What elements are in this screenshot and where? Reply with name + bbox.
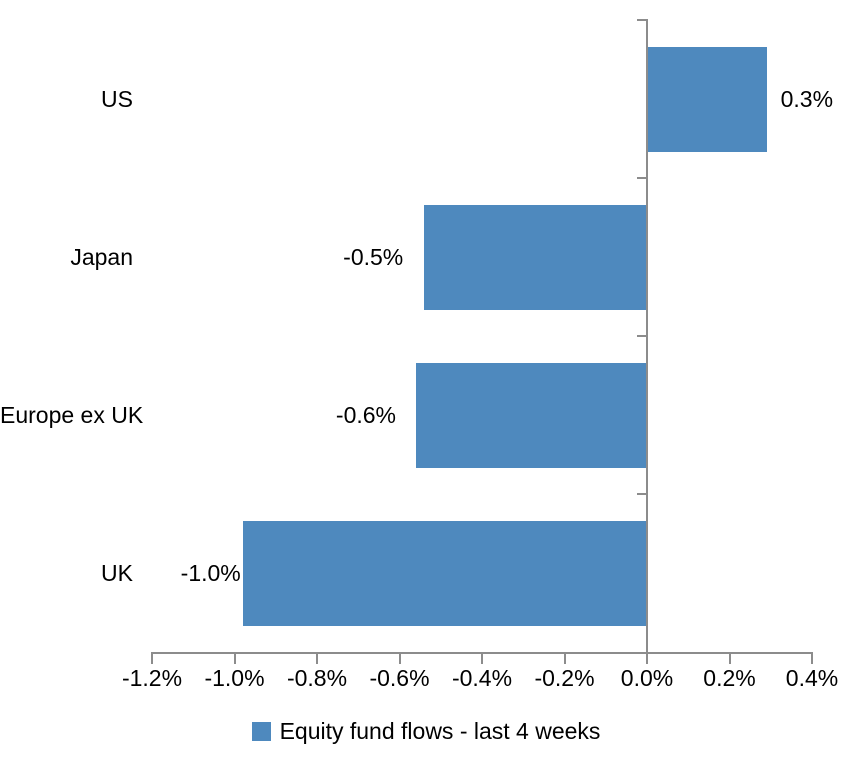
x-tick--0.4% bbox=[481, 652, 483, 664]
x-tick-label--1.2%: -1.2% bbox=[121, 665, 183, 691]
category-tick bbox=[637, 335, 646, 337]
data-label-europe-ex-uk: -0.6% bbox=[335, 402, 396, 428]
category-tick bbox=[637, 19, 646, 21]
x-tick-label--1.0%: -1.0% bbox=[204, 665, 265, 691]
bar-us bbox=[647, 46, 767, 152]
x-tick-label-0.0%: 0.0% bbox=[620, 665, 674, 691]
x-tick--0.2% bbox=[563, 652, 566, 664]
category-tick bbox=[637, 493, 646, 495]
category-label-us: US bbox=[101, 86, 133, 112]
x-tick-0.2% bbox=[728, 652, 731, 664]
x-tick-label-0.2%: 0.2% bbox=[703, 665, 756, 691]
x-tick-label-0.4%: 0.4% bbox=[785, 665, 839, 691]
x-tick-0.0% bbox=[646, 652, 648, 664]
x-tick--1.0% bbox=[233, 652, 236, 664]
y-axis-line bbox=[646, 19, 648, 652]
bar-europe-ex-uk bbox=[416, 362, 647, 468]
category-label-uk: UK bbox=[101, 560, 133, 586]
bar-japan bbox=[424, 204, 647, 310]
data-label-us: 0.3% bbox=[780, 86, 834, 112]
bar-uk bbox=[242, 520, 647, 626]
x-tick--0.8% bbox=[316, 652, 318, 664]
data-label-uk: -1.0% bbox=[180, 560, 241, 586]
legend: Equity fund flows - last 4 weeks bbox=[0, 717, 852, 745]
x-tick-label--0.4%: -0.4% bbox=[451, 665, 513, 691]
legend-label: Equity fund flows - last 4 weeks bbox=[279, 718, 601, 744]
x-tick--0.6% bbox=[398, 652, 401, 664]
legend-swatch-icon bbox=[251, 721, 271, 741]
x-tick-label--0.2%: -0.2% bbox=[534, 665, 595, 691]
x-tick--1.2% bbox=[151, 652, 153, 664]
x-tick-0.4% bbox=[811, 652, 813, 664]
category-label-japan: Japan bbox=[70, 244, 133, 270]
x-tick-label--0.8%: -0.8% bbox=[286, 665, 348, 691]
category-tick bbox=[637, 177, 646, 179]
category-label-europe-ex-uk: Europe ex UK bbox=[0, 402, 144, 428]
x-tick-label--0.6%: -0.6% bbox=[369, 665, 430, 691]
data-label-japan: -0.5% bbox=[343, 244, 404, 270]
